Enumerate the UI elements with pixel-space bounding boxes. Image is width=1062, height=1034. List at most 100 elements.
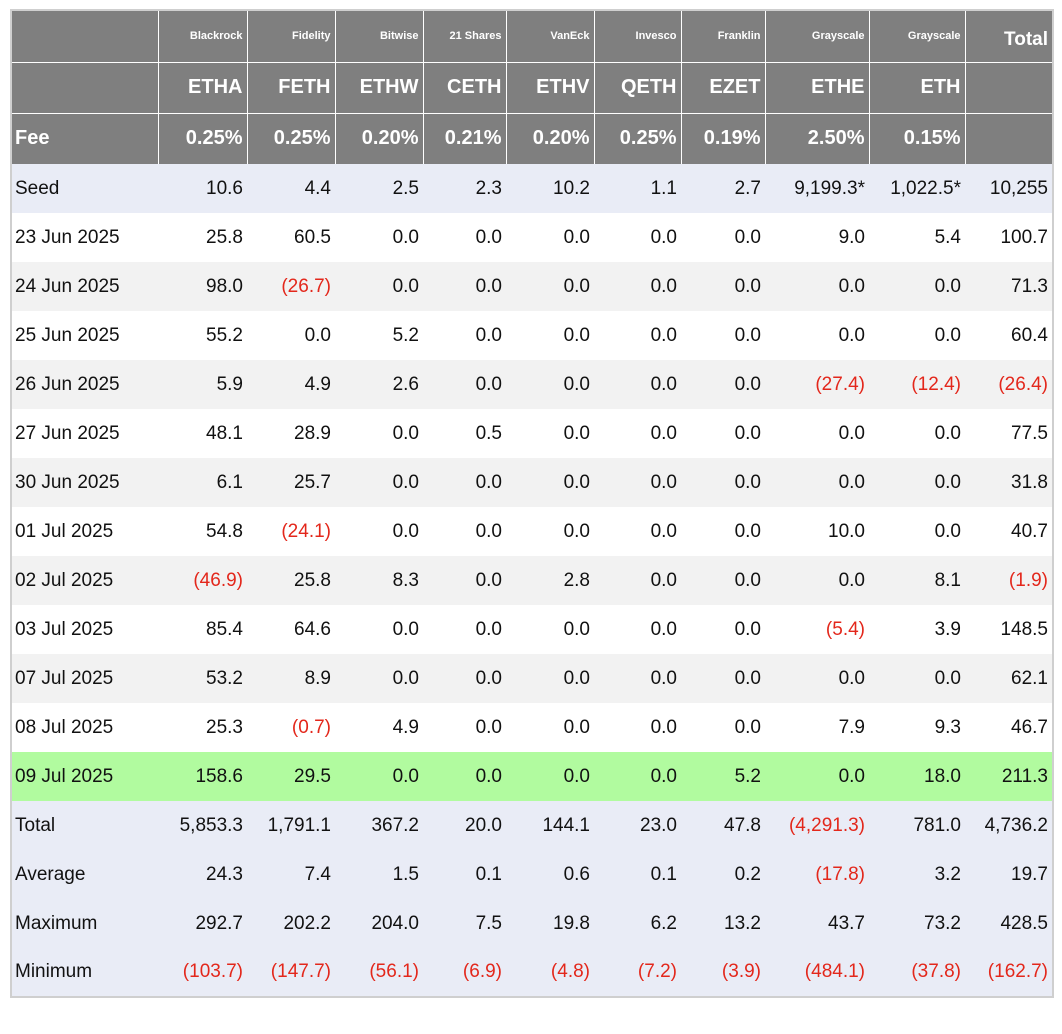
flow-cell: 0.0 xyxy=(335,409,423,458)
flow-cell: 29.5 xyxy=(247,752,335,801)
daily-flow-row: 23 Jun 2025 25.8 60.5 0.0 0.0 0.0 0.0 0.0 9.0 5.4… xyxy=(11,213,1053,262)
flow-cell: 0.0 xyxy=(681,311,765,360)
flow-cell: 0.0 xyxy=(594,213,681,262)
highlighted-day-row: 09 Jul 2025 158.6 29.5 0.0 0.0 0.0 0.0 5.2 0.0 18… xyxy=(11,752,1053,801)
ticker-header: FETH xyxy=(246,62,335,114)
ticker-header-row: ETHA FETH ETHW CETH ETHV QETH EZET ETHE … xyxy=(11,62,1053,114)
ticker-header: QETH xyxy=(593,62,681,114)
flow-cell: 367.2 xyxy=(335,801,423,850)
daily-flow-row: 26 Jun 2025 5.9 4.9 2.6 0.0 0.0 0.0 0.0 (27.4) (1… xyxy=(11,360,1053,409)
flow-cell: (7.2) xyxy=(594,948,681,997)
flow-cell: 5.4 xyxy=(869,213,965,262)
flow-cell: 47.8 xyxy=(681,801,765,850)
flow-cell: 0.0 xyxy=(869,311,965,360)
flow-cell: 0.0 xyxy=(594,654,681,703)
flow-cell: 5.2 xyxy=(681,752,765,801)
flow-cell: 55.2 xyxy=(158,311,247,360)
ticker-header: ETHW xyxy=(334,62,423,114)
flow-cell: 13.2 xyxy=(681,899,765,948)
flow-cell: 0.0 xyxy=(765,262,869,311)
flow-cell: (4.8) xyxy=(506,948,594,997)
daily-flow-row: 07 Jul 2025 53.2 8.9 0.0 0.0 0.0 0.0 0.0 0.0 0.0 6… xyxy=(11,654,1053,703)
flow-cell: 0.0 xyxy=(681,654,765,703)
summary-row: Minimum (103.7) (147.7) (56.1) (6.9) (4.8) (7.… xyxy=(11,948,1053,997)
flow-cell: 28.9 xyxy=(247,409,335,458)
flow-cell: (56.1) xyxy=(335,948,423,997)
flow-cell: 0.6 xyxy=(506,850,594,899)
flow-cell: 0.0 xyxy=(681,409,765,458)
flow-cell: 85.4 xyxy=(158,605,247,654)
flow-cell: 0.0 xyxy=(681,360,765,409)
flow-cell: 0.0 xyxy=(506,507,594,556)
flow-cell: 0.0 xyxy=(506,311,594,360)
flow-cell: 1.1 xyxy=(594,164,681,213)
flow-cell: 0.0 xyxy=(423,654,506,703)
row-label: 01 Jul 2025 xyxy=(11,507,158,556)
flow-cell: 3.9 xyxy=(869,605,965,654)
flow-cell: 9.3 xyxy=(869,703,965,752)
flow-cell: 0.0 xyxy=(681,556,765,605)
etf-flows-table: Blackrock Fidelity Bitwise 21 Shares Van… xyxy=(10,9,1054,998)
flow-cell: (0.7) xyxy=(247,703,335,752)
flow-cell: 4.4 xyxy=(247,164,335,213)
flow-cell: 0.0 xyxy=(247,311,335,360)
flow-cell: 0.0 xyxy=(765,556,869,605)
fee-label: Fee xyxy=(11,113,158,164)
issuer-header: Grayscale xyxy=(764,10,869,63)
flow-cell: 0.1 xyxy=(423,850,506,899)
ticker-header: CETH xyxy=(422,62,506,114)
flow-cell: 0.0 xyxy=(335,213,423,262)
flow-cell: 0.0 xyxy=(594,262,681,311)
etf-flows-table-container: Blackrock Fidelity Bitwise 21 Shares Van… xyxy=(10,9,1054,998)
flow-cell: (6.9) xyxy=(423,948,506,997)
row-label: Total xyxy=(11,801,158,850)
row-total-cell: 19.7 xyxy=(965,850,1053,899)
flow-cell: 6.2 xyxy=(594,899,681,948)
flow-cell: 0.0 xyxy=(423,360,506,409)
row-total-cell: 46.7 xyxy=(965,703,1053,752)
flow-cell: 0.0 xyxy=(594,409,681,458)
flow-cell: 10.2 xyxy=(506,164,594,213)
flow-cell: 0.0 xyxy=(594,752,681,801)
row-label: 03 Jul 2025 xyxy=(11,605,158,654)
flow-cell: 9.0 xyxy=(765,213,869,262)
flow-cell: (103.7) xyxy=(158,948,247,997)
flow-cell: 20.0 xyxy=(423,801,506,850)
flow-cell: 0.0 xyxy=(506,605,594,654)
flow-cell: 0.0 xyxy=(423,311,506,360)
flow-cell: 0.0 xyxy=(681,213,765,262)
corner-cell xyxy=(11,10,158,63)
flow-cell: (26.7) xyxy=(247,262,335,311)
flow-cell: 43.7 xyxy=(765,899,869,948)
fee-cell: 0.21% xyxy=(422,113,506,164)
row-label: 02 Jul 2025 xyxy=(11,556,158,605)
flow-cell: 0.0 xyxy=(335,605,423,654)
flow-cell: 7.9 xyxy=(765,703,869,752)
row-total-cell: 100.7 xyxy=(965,213,1053,262)
flow-cell: 1.5 xyxy=(335,850,423,899)
flow-cell: 48.1 xyxy=(158,409,247,458)
flow-cell: 202.2 xyxy=(247,899,335,948)
flow-cell: 5.2 xyxy=(335,311,423,360)
fee-cell: 0.19% xyxy=(680,113,765,164)
summary-row: Total 5,853.3 1,791.1 367.2 20.0 144.1 23.0 47.… xyxy=(11,801,1053,850)
flow-cell: 0.0 xyxy=(335,752,423,801)
row-total-cell: (1.9) xyxy=(965,556,1053,605)
fee-cell: 0.25% xyxy=(593,113,681,164)
flow-cell: 1,791.1 xyxy=(247,801,335,850)
flow-cell: 0.0 xyxy=(423,507,506,556)
flow-cell: 24.3 xyxy=(158,850,247,899)
flow-cell: 0.0 xyxy=(506,703,594,752)
flow-cell: 0.0 xyxy=(765,752,869,801)
flow-cell: 0.0 xyxy=(869,654,965,703)
row-label: 07 Jul 2025 xyxy=(11,654,158,703)
flow-cell: 2.8 xyxy=(506,556,594,605)
flow-cell: 64.6 xyxy=(247,605,335,654)
summary-row: Average 24.3 7.4 1.5 0.1 0.6 0.1 0.2 (17.8) 3.2 19… xyxy=(11,850,1053,899)
daily-flow-row: 27 Jun 2025 48.1 28.9 0.0 0.5 0.0 0.0 0.0 0.0 0.0… xyxy=(11,409,1053,458)
flow-cell: 204.0 xyxy=(335,899,423,948)
flow-cell: 0.0 xyxy=(335,654,423,703)
flow-cell: 73.2 xyxy=(869,899,965,948)
row-total-cell: 77.5 xyxy=(965,409,1053,458)
flow-cell: 5,853.3 xyxy=(158,801,247,850)
